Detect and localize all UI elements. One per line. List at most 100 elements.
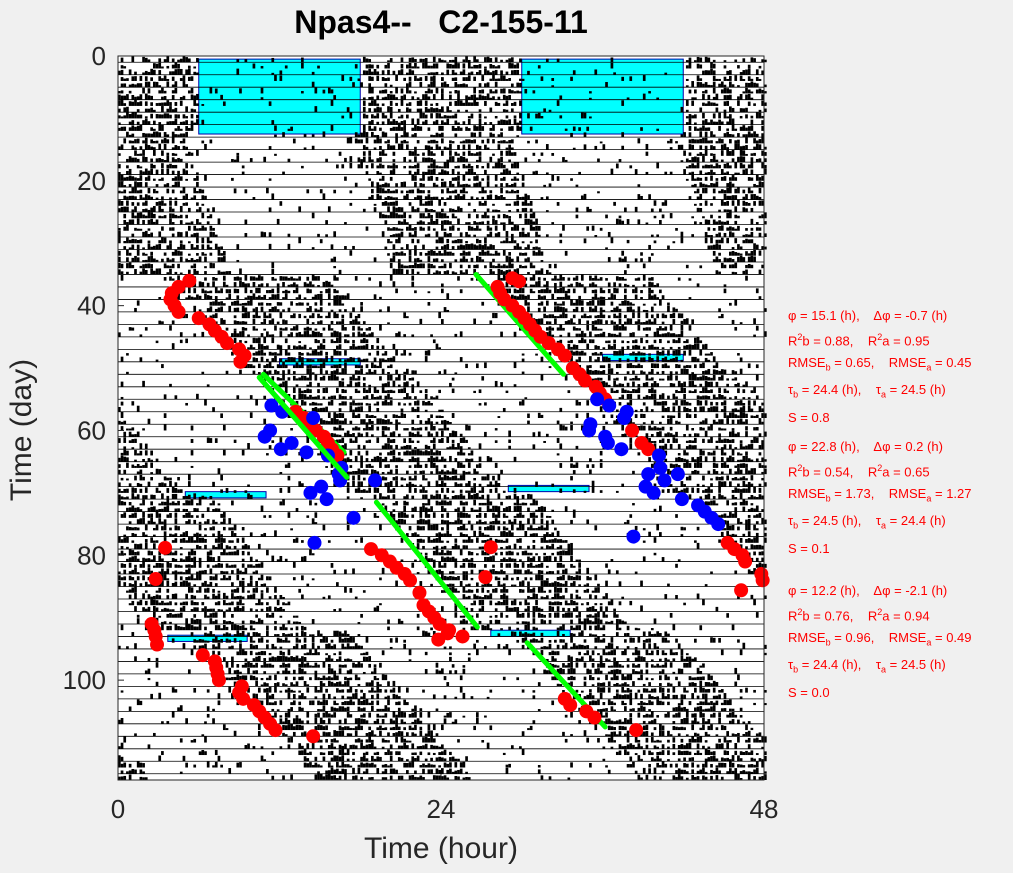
activity-bar	[142, 209, 145, 213]
activity-bar	[462, 245, 466, 250]
activity-bar	[575, 400, 579, 406]
activity-bar	[435, 140, 439, 144]
activity-bar	[710, 245, 713, 250]
activity-bar	[236, 59, 240, 63]
activity-bar	[362, 56, 366, 63]
activity-bar	[387, 227, 390, 231]
activity-bar	[239, 88, 242, 94]
activity-bar	[704, 395, 708, 400]
activity-bar	[341, 75, 345, 81]
activity-bar	[166, 168, 170, 175]
activity-bar	[710, 452, 713, 456]
activity-bar	[672, 312, 676, 319]
activity-bar	[737, 256, 740, 262]
activity-bar	[435, 239, 439, 244]
activity-bar	[438, 311, 441, 319]
activity-bar	[548, 109, 552, 113]
activity-bar	[753, 58, 756, 63]
activity-bar	[484, 200, 487, 206]
activity-bar	[500, 187, 503, 194]
activity-bar	[392, 455, 396, 462]
activity-bar	[126, 450, 129, 456]
activity-bar	[362, 382, 366, 387]
activity-bar	[193, 247, 197, 250]
activity-bar	[432, 452, 436, 456]
activity-bar	[734, 206, 738, 213]
activity-bar	[745, 137, 748, 144]
activity-bar	[535, 252, 538, 256]
activity-bar	[441, 183, 444, 188]
activity-bar	[341, 437, 345, 443]
activity-bar	[236, 288, 240, 294]
activity-bar	[144, 156, 148, 163]
activity-bar	[688, 126, 692, 131]
activity-bar	[120, 57, 124, 63]
activity-bar	[169, 121, 172, 125]
activity-bar	[589, 91, 592, 94]
activity-bar	[182, 138, 186, 144]
activity-bar	[508, 430, 511, 437]
activity-bar	[613, 378, 616, 381]
activity-bar	[691, 184, 695, 188]
activity-bar	[126, 224, 129, 231]
activity-bar	[597, 297, 600, 300]
activity-bar	[368, 121, 372, 125]
activity-bar	[441, 409, 444, 412]
activity-bar	[139, 75, 143, 81]
activity-bar	[139, 357, 143, 362]
activity-bar	[360, 302, 363, 306]
activity-bar	[519, 78, 522, 81]
activity-bar	[745, 251, 748, 256]
activity-bar	[443, 60, 447, 63]
activity-bar	[177, 275, 180, 281]
activity-bar	[599, 312, 603, 319]
activity-bar	[376, 71, 380, 75]
activity-bar	[529, 241, 533, 244]
activity-bar	[354, 382, 358, 387]
activity-bar	[134, 147, 137, 150]
activity-bar	[494, 265, 498, 269]
activity-bar	[204, 290, 207, 294]
activity-bar	[707, 368, 711, 375]
activity-bar	[144, 462, 148, 468]
activity-bar	[430, 424, 433, 431]
activity-bar	[395, 377, 398, 381]
activity-bar	[150, 77, 153, 81]
activity-bar	[161, 364, 164, 369]
activity-bar	[659, 299, 662, 306]
activity-bar	[704, 353, 708, 356]
activity-bar	[443, 231, 447, 237]
activity-bar	[244, 321, 248, 325]
activity-bar	[126, 237, 129, 244]
activity-bar	[322, 407, 326, 412]
activity-bar	[206, 384, 210, 387]
activity-bar	[685, 109, 689, 113]
activity-bar	[311, 359, 315, 362]
activity-bar	[403, 265, 407, 269]
activity-bar	[537, 159, 541, 163]
activity-bar	[723, 193, 727, 200]
activity-bar	[758, 232, 762, 237]
activity-bar	[381, 387, 385, 394]
activity-bar	[120, 191, 124, 194]
activity-bar	[341, 445, 345, 450]
activity-bar	[158, 215, 162, 219]
activity-bar	[136, 257, 140, 262]
activity-bar	[400, 135, 404, 138]
activity-bar	[669, 138, 673, 144]
activity-bar	[416, 457, 420, 462]
activity-bar	[387, 195, 390, 200]
activity-bar	[484, 169, 487, 175]
activity-bar	[492, 96, 495, 100]
activity-bar	[556, 176, 560, 181]
activity-bar	[446, 147, 450, 150]
activity-bar	[629, 76, 633, 81]
activity-bar	[236, 155, 240, 163]
activity-bar	[430, 81, 433, 88]
activity-bar	[322, 193, 326, 200]
activity-bar	[677, 456, 681, 462]
activity-bar	[591, 324, 595, 331]
activity-bar	[123, 437, 127, 443]
activity-bar	[147, 195, 151, 200]
activity-bar	[389, 176, 393, 181]
